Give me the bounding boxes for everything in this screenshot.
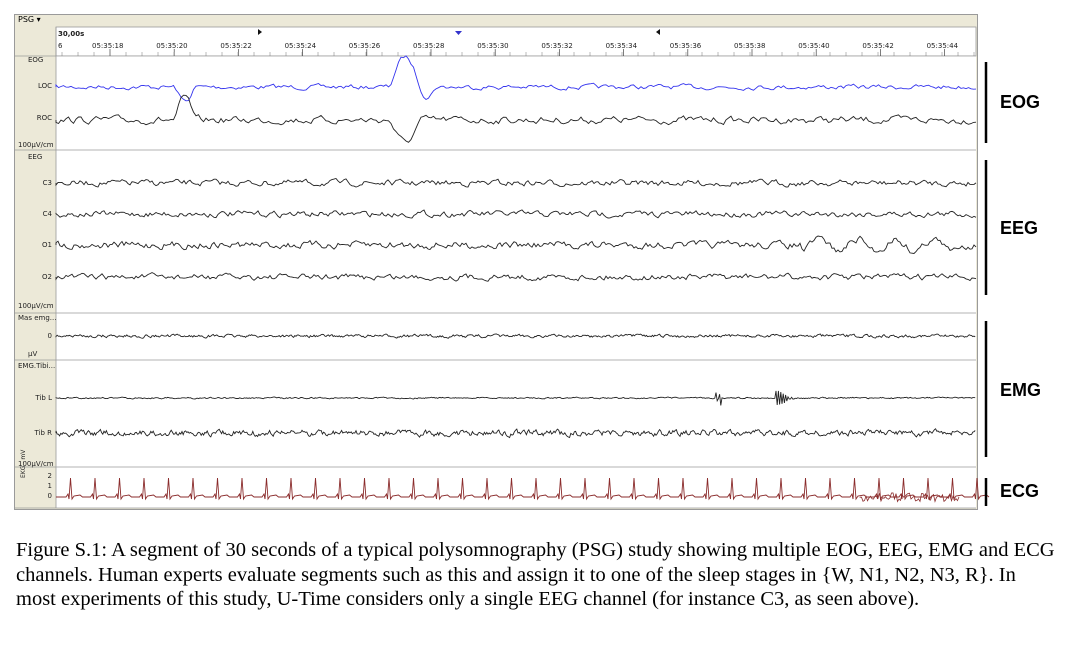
- marker-left-icon: [656, 29, 660, 35]
- time-tick-label: 05:35:36: [669, 42, 702, 50]
- time-tick-label: 05:35:44: [926, 42, 959, 50]
- ecg-artifact: [859, 492, 960, 503]
- side-label-eeg: EEG: [1000, 218, 1039, 238]
- mas-emg-trace: [55, 333, 976, 339]
- channel-label-roc: ROC: [36, 114, 52, 122]
- channel-label-tib-r: Tib R: [34, 429, 52, 437]
- time-axis-box: [55, 26, 977, 57]
- c3-trace: [55, 177, 977, 188]
- first-tick-label: 6: [58, 42, 63, 50]
- time-tick-label: 05:35:32: [541, 42, 573, 50]
- marker-down-icon: [455, 31, 462, 35]
- time-tick-label: 05:35:40: [798, 42, 830, 50]
- emg-scale-label: µV: [28, 350, 38, 358]
- eog-group-header: EOG: [28, 56, 44, 64]
- eog-scale-label: 100µV/cm: [18, 141, 54, 149]
- channel-label-o2: O2: [42, 273, 52, 281]
- time-tick-label: 05:35:24: [284, 42, 317, 50]
- o1-trace: [55, 235, 977, 254]
- time-tick-label: 05:35:20: [156, 42, 188, 50]
- ecg-tick-0: 0: [47, 492, 52, 500]
- channel-label-loc: LOC: [37, 82, 52, 90]
- c4-trace: [55, 209, 977, 219]
- channel-label-c3: C3: [42, 179, 52, 187]
- marker-right-icon: [258, 29, 262, 35]
- side-label-ecg: ECG: [1000, 481, 1040, 501]
- eeg-group-header: EEG: [28, 153, 43, 161]
- ecg-tick-2: 2: [47, 472, 52, 480]
- trace-area: [56, 56, 976, 508]
- loc-trace: [55, 55, 977, 102]
- tib-r-trace: [55, 428, 976, 439]
- emg-group-header: Mas emg...: [18, 314, 57, 322]
- tib-l-trace: [55, 390, 976, 406]
- time-tick-label: 05:35:18: [92, 42, 124, 50]
- emg-tibial-group-header: EMG.Tibi...: [18, 362, 56, 370]
- ecg-trace: [56, 477, 990, 501]
- channel-label-mas-emg: 0: [47, 332, 52, 340]
- epoch-length-label: 30,00s: [58, 30, 85, 38]
- ecg-tick-1: 1: [47, 482, 52, 490]
- emg-tibial-scale-label: 100µV/cm: [18, 460, 54, 468]
- channel-label-tib-l: Tib L: [35, 394, 52, 402]
- channel-label-c4: C4: [42, 210, 52, 218]
- time-tick-label: 05:35:42: [862, 42, 894, 50]
- eeg-scale-label: 100µV/cm: [18, 302, 54, 310]
- psg-traces-canvas: [14, 26, 990, 509]
- side-label-eog: EOG: [1000, 92, 1041, 112]
- channel-label-o1: O1: [42, 241, 52, 249]
- time-tick-label: 05:35:26: [348, 42, 381, 50]
- time-tick-label: 05:35:22: [220, 42, 252, 50]
- time-tick-label: 05:35:30: [477, 42, 509, 50]
- side-label-emg: EMG: [1000, 380, 1042, 400]
- psg-menu-button[interactable]: PSG ▾: [18, 15, 41, 24]
- time-tick-label: 05:35:28: [413, 42, 445, 50]
- roc-trace: [55, 94, 977, 143]
- time-tick-label: 05:35:34: [605, 42, 638, 50]
- o2-trace: [55, 272, 977, 282]
- figure-caption: Figure S.1: A segment of 30 seconds of a…: [16, 539, 1055, 610]
- time-tick-label: 05:35:38: [734, 42, 766, 50]
